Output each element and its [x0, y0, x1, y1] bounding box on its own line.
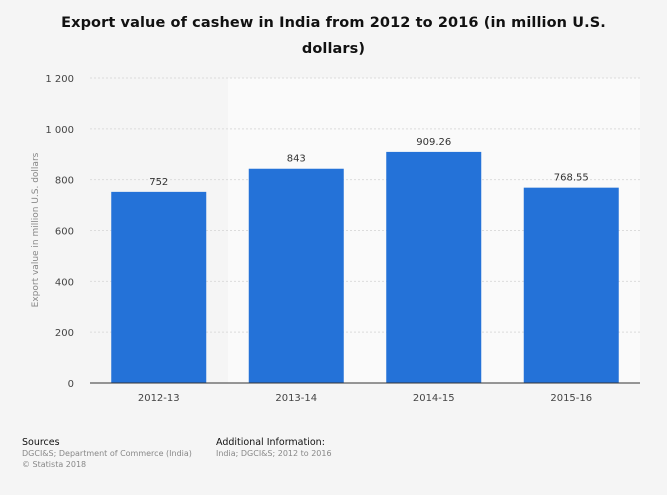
sources-block: Sources DGCI&S; Department of Commerce (…	[22, 437, 192, 470]
sources-heading: Sources	[22, 437, 60, 448]
x-tick-label: 2014-15	[413, 393, 455, 404]
y-tick-label: 800	[55, 176, 74, 187]
y-axis-label: Export value in million U.S. dollars	[31, 152, 41, 307]
bar	[248, 168, 344, 383]
x-axis-ticks: 2012-13 2013-14 2014-15 2015-16	[138, 393, 592, 404]
info-line-1: India; DGCI&S; 2012 to 2016	[216, 449, 332, 458]
value-labels: 752 843 909.26 768.55	[149, 137, 589, 188]
y-tick-label: 0	[68, 379, 74, 390]
y-axis-ticks: 0 200 400 600 800 1 000 1 200	[45, 74, 74, 390]
value-label: 768.55	[554, 173, 589, 184]
sources-line-2: © Statista 2018	[22, 460, 87, 469]
x-tick-label: 2012-13	[138, 393, 180, 404]
sources-line-1: DGCI&S; Department of Commerce (India)	[22, 449, 192, 458]
additional-info-block: Additional Information: India; DGCI&S; 2…	[216, 437, 332, 459]
bar	[386, 151, 482, 383]
y-tick-label: 600	[55, 227, 74, 238]
x-tick-label: 2015-16	[550, 393, 592, 404]
bars	[111, 151, 619, 383]
y-tick-label: 200	[55, 328, 74, 339]
bar	[523, 187, 619, 383]
value-label: 909.26	[416, 137, 451, 148]
y-tick-label: 400	[55, 277, 74, 288]
info-heading: Additional Information:	[216, 437, 325, 448]
y-tick-label: 1 000	[45, 125, 74, 136]
y-tick-label: 1 200	[45, 74, 74, 85]
bar	[111, 191, 207, 383]
value-label: 843	[287, 154, 306, 165]
chart-title: Export value of cashew in India from 201…	[61, 15, 606, 57]
x-tick-label: 2013-14	[275, 393, 317, 404]
value-label: 752	[149, 177, 168, 188]
